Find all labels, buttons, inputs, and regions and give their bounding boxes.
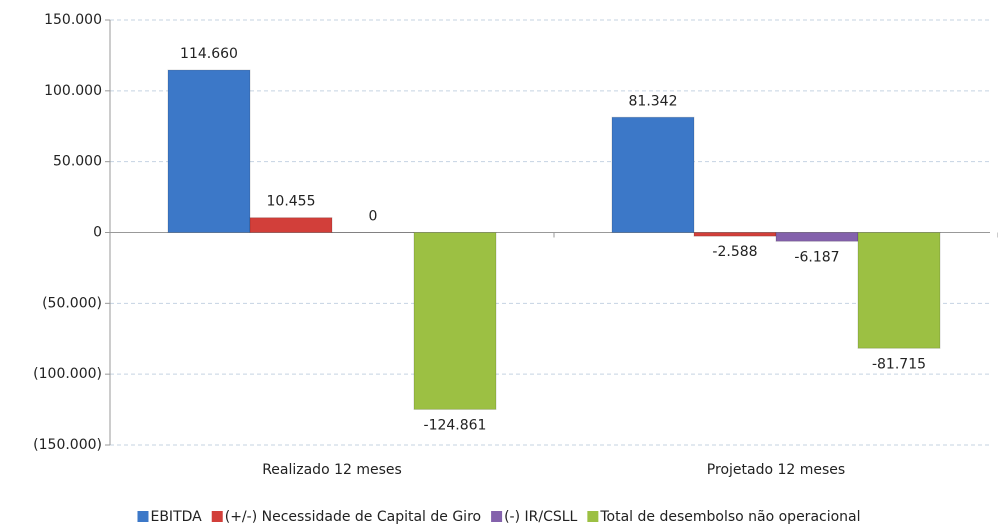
value-label: 114.660 bbox=[180, 46, 238, 62]
x-tick-label: Projetado 12 meses bbox=[707, 462, 845, 478]
y-tick-label: (100.000) bbox=[33, 366, 102, 382]
y-tick-label: 0 bbox=[93, 225, 102, 241]
y-tick-label: (150.000) bbox=[33, 437, 102, 453]
value-label: -2.588 bbox=[712, 244, 757, 260]
y-tick-label: (50.000) bbox=[42, 295, 102, 311]
bar bbox=[857, 232, 941, 349]
legend-swatch bbox=[137, 511, 149, 522]
bar bbox=[167, 69, 251, 233]
value-label: 10.455 bbox=[267, 194, 316, 210]
legend-label: Total de desembolso não operacional bbox=[599, 509, 860, 525]
value-label: 81.342 bbox=[629, 93, 678, 109]
legend-label: (+/-) Necessidade de Capital de Giro bbox=[225, 509, 481, 525]
y-tick-label: 100.000 bbox=[44, 83, 102, 99]
legend-label: (-) IR/CSLL bbox=[504, 509, 577, 525]
x-tick-label: Realizado 12 meses bbox=[262, 462, 402, 478]
value-label: -124.861 bbox=[424, 417, 487, 433]
legend-swatch bbox=[587, 511, 599, 522]
legend-swatch bbox=[491, 511, 503, 522]
value-label: -6.187 bbox=[794, 249, 839, 265]
value-label: 0 bbox=[369, 209, 378, 225]
bar bbox=[693, 232, 777, 237]
y-tick-label: 150.000 bbox=[44, 12, 102, 28]
legend-swatch bbox=[211, 511, 223, 522]
legend-label: EBITDA bbox=[150, 509, 202, 525]
y-tick-label: 50.000 bbox=[53, 154, 102, 170]
bar bbox=[611, 116, 695, 233]
bar bbox=[413, 232, 497, 410]
legend: EBITDA (+/-) Necessidade de Capital de Gi… bbox=[137, 509, 861, 525]
bar bbox=[249, 217, 333, 234]
value-label: -81.715 bbox=[872, 356, 926, 372]
bar bbox=[775, 232, 859, 242]
